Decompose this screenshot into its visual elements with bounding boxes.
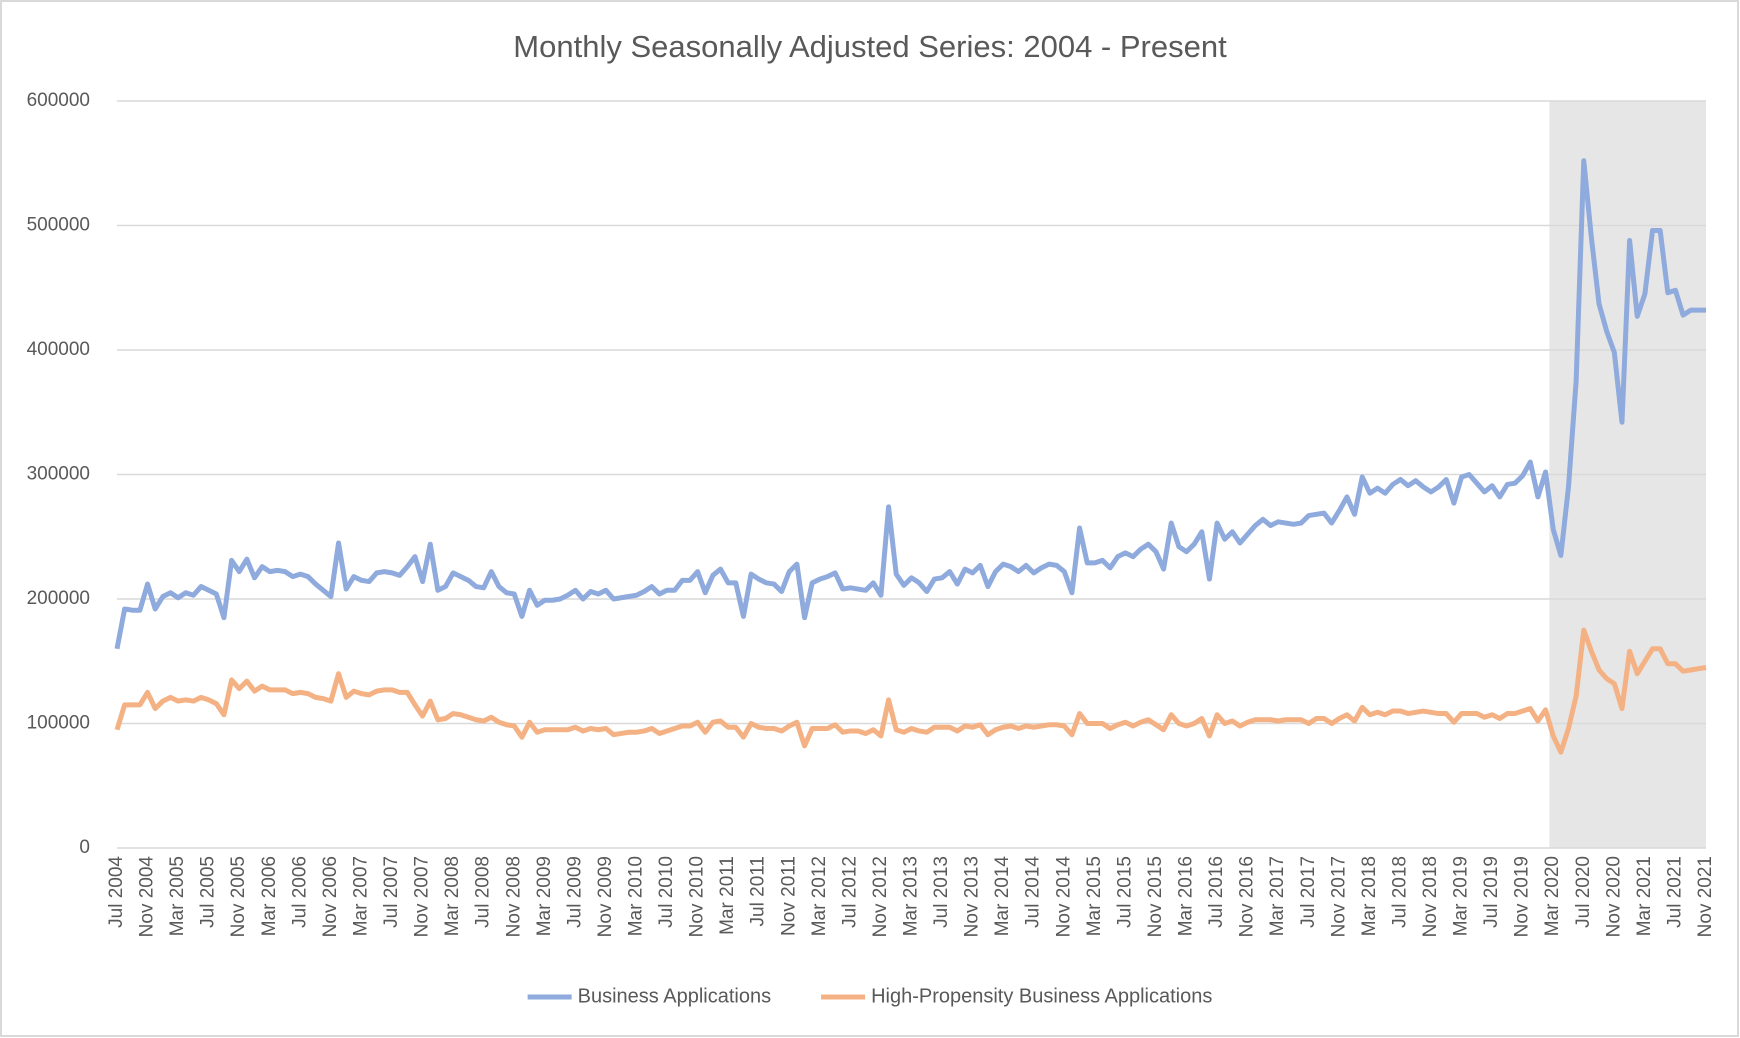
- x-tick-label: Mar 2006: [259, 856, 280, 936]
- x-tick-label: Nov 2007: [412, 856, 433, 937]
- x-tick-label: Jul 2007: [381, 856, 402, 928]
- y-tick-label: 500000: [27, 215, 90, 236]
- x-tick-label: Mar 2021: [1634, 856, 1655, 936]
- legend: Business Applications High-Propensity Bus…: [527, 985, 1212, 1007]
- y-tick-label: 100000: [27, 713, 90, 734]
- y-tick-label: 200000: [27, 588, 90, 609]
- x-tick-label: Mar 2017: [1267, 856, 1288, 936]
- x-tick-label: Jul 2012: [839, 856, 860, 928]
- x-tick-label: Mar 2010: [625, 856, 646, 936]
- x-tick-label: Jul 2021: [1664, 856, 1685, 928]
- x-tick-label: Nov 2004: [137, 856, 158, 938]
- y-tick-label: 600000: [27, 90, 90, 111]
- x-tick-label: Mar 2019: [1451, 856, 1472, 936]
- x-tick-label: Mar 2007: [350, 856, 371, 936]
- chart-title: Monthly Seasonally Adjusted Series: 2004…: [513, 29, 1227, 64]
- y-tick-label: 400000: [27, 339, 90, 360]
- x-tick-label: Mar 2020: [1542, 856, 1563, 936]
- x-tick-label: Mar 2012: [809, 856, 830, 936]
- x-tick-label: Mar 2011: [717, 856, 738, 935]
- x-tick-label: Nov 2010: [687, 856, 708, 937]
- x-tick-label: Nov 2009: [595, 856, 616, 937]
- x-tick-label: Nov 2019: [1512, 856, 1533, 937]
- x-tick-label: Nov 2013: [962, 856, 983, 937]
- x-tick-label: Nov 2014: [1053, 856, 1074, 938]
- x-tick-label: Mar 2015: [1084, 856, 1105, 936]
- x-tick-label: Mar 2016: [1176, 856, 1197, 936]
- x-tick-label: Jul 2015: [1114, 856, 1135, 928]
- x-tick-label: Nov 2020: [1603, 856, 1624, 937]
- x-tick-label: Nov 2021: [1695, 856, 1716, 937]
- x-tick-label: Nov 2012: [870, 856, 891, 937]
- x-tick-label: Jul 2019: [1481, 856, 1502, 928]
- x-tick-label: Mar 2013: [901, 856, 922, 936]
- y-tick-label: 300000: [27, 464, 90, 485]
- x-tick-label: Jul 2016: [1206, 856, 1227, 928]
- x-tick-label: Jul 2010: [656, 856, 677, 928]
- x-tick-label: Nov 2017: [1328, 856, 1349, 937]
- x-tick-label: Jul 2017: [1298, 856, 1319, 928]
- x-tick-label: Jul 2014: [1023, 856, 1044, 928]
- x-tick-label: Mar 2014: [992, 856, 1013, 937]
- x-tick-label: Jul 2018: [1389, 856, 1410, 928]
- x-tick-label: Nov 2011: [778, 856, 799, 936]
- x-tick-label: Nov 2008: [503, 856, 524, 937]
- x-tick-label: Mar 2018: [1359, 856, 1380, 936]
- legend-label: Business Applications: [578, 985, 771, 1007]
- x-tick-label: Jul 2020: [1573, 856, 1594, 928]
- x-tick-label: Nov 2015: [1145, 856, 1166, 937]
- x-tick-label: Jul 2013: [931, 856, 952, 928]
- x-tick-label: Jul 2005: [198, 856, 219, 928]
- data-line: [114, 158, 1706, 650]
- x-tick-label: Jul 2011: [748, 856, 769, 926]
- x-tick-label: Jul 2004: [106, 856, 127, 928]
- x-tick-label: Nov 2018: [1420, 856, 1441, 937]
- x-tick-label: Mar 2005: [167, 856, 188, 936]
- x-tick-label: Jul 2008: [473, 856, 494, 928]
- x-tick-label: Jul 2006: [289, 856, 310, 928]
- x-tick-label: Jul 2009: [564, 856, 585, 928]
- data-line: [114, 627, 1707, 755]
- x-tick-label: Nov 2016: [1237, 856, 1258, 937]
- x-tick-label: Nov 2005: [228, 856, 249, 937]
- y-tick-label: 0: [79, 837, 90, 858]
- x-tick-label: Nov 2006: [320, 856, 341, 937]
- x-tick-label: Mar 2009: [534, 856, 555, 936]
- legend-label: High-Propensity Business Applications: [871, 985, 1212, 1007]
- x-tick-label: Mar 2008: [442, 856, 463, 936]
